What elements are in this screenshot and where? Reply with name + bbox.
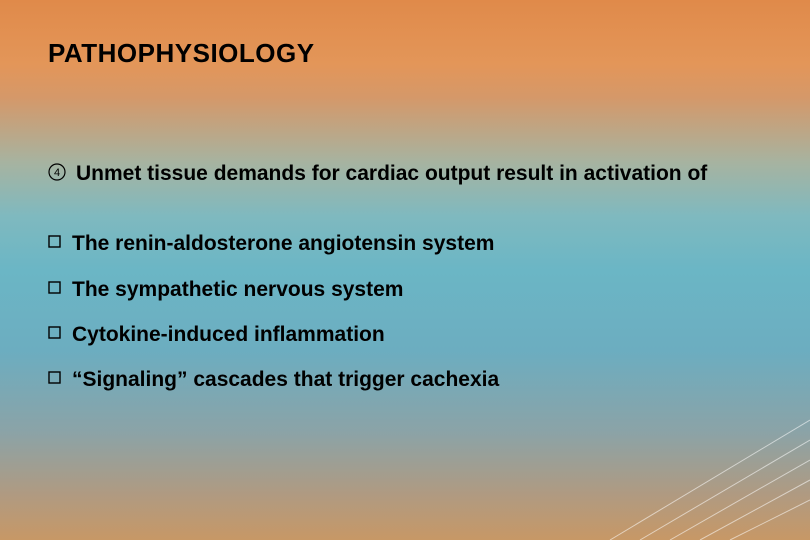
svg-text:4: 4 — [54, 167, 60, 179]
list-item: “Signaling” cascades that trigger cachex… — [48, 366, 710, 393]
bullet-text: Cytokine-induced inflammation — [72, 321, 385, 348]
corner-lines-decor — [570, 400, 810, 540]
bullet-text: The renin-aldosterone angiotensin system — [72, 230, 494, 257]
square-bullet-icon — [48, 326, 61, 339]
lead-item: 4 Unmet tissue demands for cardiac outpu… — [48, 160, 710, 188]
list-item: Cytokine-induced inflammation — [48, 321, 710, 348]
square-bullet-icon — [48, 281, 61, 294]
list-item: The renin-aldosterone angiotensin system — [48, 230, 710, 257]
list-item: The sympathetic nervous system — [48, 276, 710, 303]
circled-number-icon: 4 — [48, 163, 66, 181]
bullet-text: The sympathetic nervous system — [72, 276, 403, 303]
bullet-list: The renin-aldosterone angiotensin system… — [48, 230, 710, 393]
slide-content: 4 Unmet tissue demands for cardiac outpu… — [48, 160, 710, 412]
slide: PATHOPHYSIOLOGY 4 Unmet tissue demands f… — [0, 0, 810, 540]
slide-title: PATHOPHYSIOLOGY — [48, 38, 315, 69]
square-bullet-icon — [48, 235, 61, 248]
bullet-text: “Signaling” cascades that trigger cachex… — [72, 366, 499, 393]
square-bullet-icon — [48, 371, 61, 384]
lead-text: Unmet tissue demands for cardiac output … — [76, 160, 707, 188]
